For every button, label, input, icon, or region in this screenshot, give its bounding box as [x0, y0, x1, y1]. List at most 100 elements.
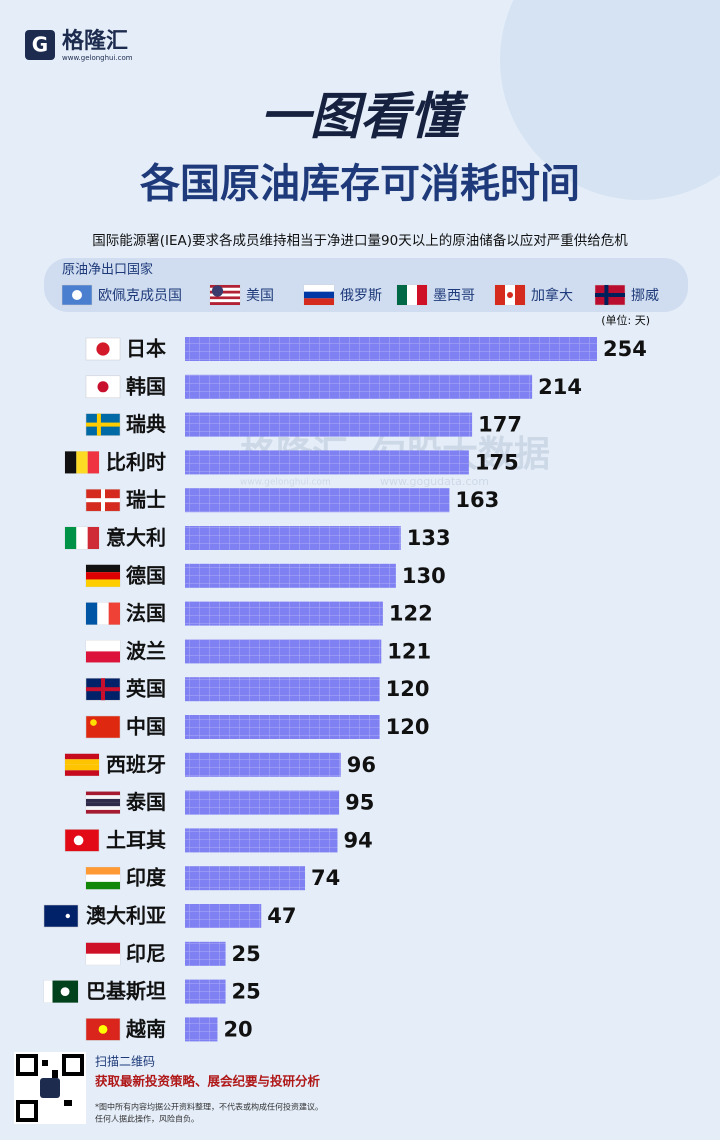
flag-stripe — [86, 602, 98, 625]
flag-stripe — [210, 290, 240, 294]
flag-dot — [507, 292, 513, 298]
value-label: 121 — [387, 639, 431, 663]
flag-stripe — [397, 285, 407, 305]
cta-text: 获取最新投资策略、展会纪要与投研分析 — [95, 1074, 321, 1089]
note: 国际能源署(IEA)要求各成员维持相当于净进口量90天以上的原油储备以应对严重供… — [92, 232, 628, 249]
legend-box — [44, 258, 688, 312]
flag-stripe — [86, 579, 120, 587]
legend-label: 欧佩克成员国 — [98, 288, 182, 304]
category-label: 瑞士 — [126, 488, 166, 512]
value-label: 177 — [478, 413, 522, 437]
flag-cross — [86, 498, 120, 503]
category-label: 印尼 — [126, 941, 166, 965]
flag-dot — [211, 285, 224, 297]
flag-stripe — [417, 285, 427, 305]
flag-dot — [65, 913, 71, 919]
bar — [185, 941, 226, 966]
bar — [185, 374, 533, 399]
bar — [185, 412, 473, 437]
subtitle: 各国原油库存可消耗时间 — [140, 161, 580, 207]
bar — [185, 715, 380, 739]
flag-stripe — [86, 572, 120, 580]
flag-cross — [86, 687, 120, 692]
flag-stripe — [210, 296, 240, 300]
qr-finder — [16, 1100, 38, 1122]
disclaimer: 任何人据此操作，风险自负。 — [95, 1114, 199, 1124]
category-label: 波兰 — [126, 639, 166, 663]
flag-stripe — [108, 602, 120, 625]
flag-dot — [98, 1025, 108, 1034]
flag-bg — [43, 904, 79, 928]
watermark-brand-url: www.gelonghui.com — [240, 478, 331, 488]
category-label: 泰国 — [125, 790, 166, 814]
flag-stripe — [86, 791, 120, 796]
category-label: 土耳其 — [106, 828, 166, 852]
flag-dot — [90, 719, 97, 726]
flag-stripe — [76, 451, 88, 474]
flag-stripe — [86, 802, 120, 807]
category-label: 印度 — [126, 866, 167, 890]
flag-stripe — [65, 770, 99, 776]
flag-stripe — [86, 942, 120, 954]
flag-stripe — [86, 881, 120, 890]
globe-decoration — [500, 0, 720, 200]
category-label: 澳大利亚 — [86, 904, 166, 928]
value-label: 94 — [343, 828, 372, 852]
category-label: 巴基斯坦 — [86, 979, 166, 1003]
flag-stripe — [515, 285, 525, 305]
bar — [185, 601, 383, 626]
flag-cross — [595, 293, 625, 297]
value-label: 120 — [386, 715, 430, 739]
flag-stripe — [210, 287, 240, 291]
bar — [185, 677, 380, 702]
bar — [185, 526, 401, 550]
category-label: 比利时 — [106, 450, 166, 474]
category-label: 意大利 — [106, 526, 166, 550]
unit: (单位: 天) — [601, 313, 650, 327]
flag-stripe — [87, 451, 99, 474]
bar — [185, 1017, 218, 1042]
bar — [185, 979, 226, 1004]
flag-stripe — [86, 806, 120, 810]
category-label: 日本 — [126, 337, 166, 361]
flag-stripe — [97, 602, 109, 625]
flag-stripe — [407, 285, 417, 305]
qr-finder — [16, 1054, 38, 1076]
flag-stripe — [87, 527, 99, 549]
qr-logo — [40, 1078, 60, 1098]
legend-title: 原油净出口国家 — [62, 262, 153, 278]
flag-dot — [60, 987, 70, 996]
value-label: 20 — [223, 1017, 252, 1041]
category-label: 越南 — [125, 1017, 166, 1041]
flag-stripe — [52, 980, 61, 1003]
flag-cross — [86, 422, 120, 427]
flag-stripe — [304, 285, 334, 292]
flag-stripe — [86, 798, 120, 803]
value-label: 96 — [347, 753, 376, 777]
flag-stripe — [210, 302, 240, 305]
flag-stripe — [86, 640, 120, 652]
qr-dot — [52, 1070, 58, 1078]
category-label: 中国 — [126, 715, 166, 739]
bar — [185, 563, 396, 588]
logo-url: www.gelonghui.com — [62, 54, 133, 62]
flag-stripe — [65, 527, 77, 549]
category-label: 德国 — [126, 563, 166, 587]
bar — [185, 790, 340, 815]
logo-mark — [25, 30, 55, 60]
flag-stripe — [69, 980, 78, 1003]
title: 一图看懂 — [260, 88, 469, 146]
bar — [185, 828, 338, 853]
flag-stripe — [210, 299, 240, 303]
flag-stripe — [86, 874, 120, 882]
bar — [185, 752, 341, 777]
bar — [185, 904, 262, 928]
flag-stripe — [304, 291, 334, 299]
category-label: 英国 — [126, 677, 166, 701]
flag-stripe — [495, 285, 505, 305]
value-label: 254 — [603, 337, 647, 361]
flag-stripe — [86, 564, 120, 573]
logo-text: 格隆汇 — [62, 28, 128, 54]
value-label: 47 — [267, 904, 296, 928]
flag-stripe — [65, 759, 99, 765]
